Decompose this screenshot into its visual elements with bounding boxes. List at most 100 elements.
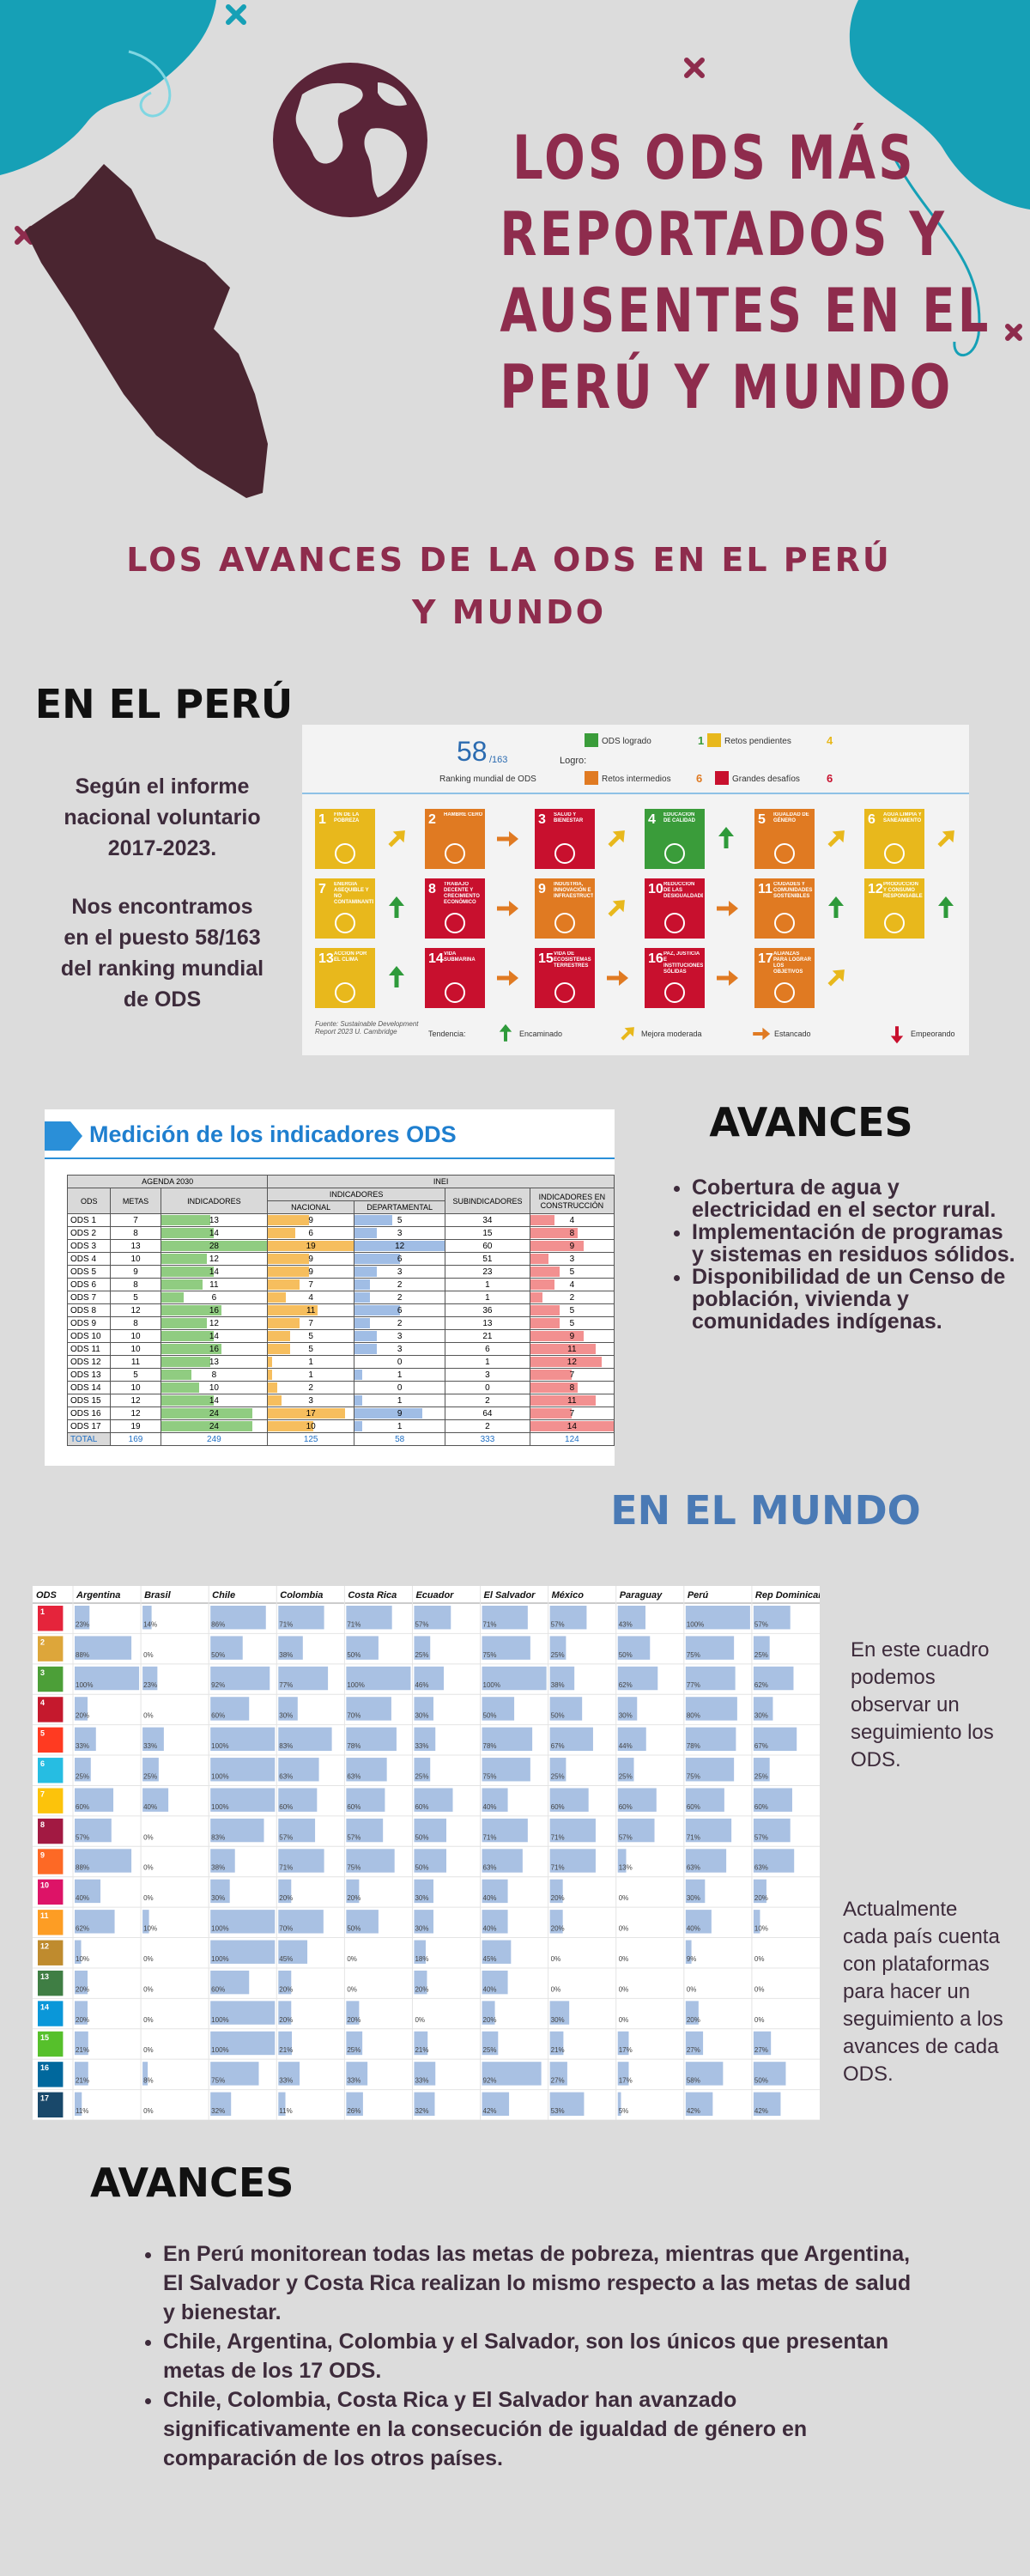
title: LOS ODS MÁS REPORTADOS Y AUSENTES EN EL PER… bbox=[500, 120, 988, 426]
percent-bar bbox=[482, 1606, 528, 1630]
arrow-head bbox=[890, 1036, 904, 1044]
percent-bar bbox=[617, 2031, 629, 2056]
percent-label: 75% bbox=[347, 1864, 360, 1872]
cell-value: 6 bbox=[308, 1228, 313, 1238]
total-value: 58 bbox=[354, 1432, 446, 1446]
percent-bar bbox=[414, 1910, 433, 1934]
goal-tile bbox=[315, 809, 375, 869]
cell-value: 12 bbox=[130, 1305, 141, 1315]
goal-number: 10 bbox=[40, 1881, 49, 1890]
cell-bar bbox=[161, 1267, 215, 1277]
goal-icon bbox=[38, 1636, 64, 1662]
trend-arrow bbox=[717, 901, 738, 916]
arrow-head bbox=[612, 830, 625, 843]
cell: 5 bbox=[354, 1213, 446, 1227]
percent-label: 67% bbox=[754, 1742, 768, 1750]
trend-arrow bbox=[607, 970, 628, 986]
percent-label: 0% bbox=[754, 1955, 765, 1963]
arrow-head bbox=[392, 830, 405, 843]
indicators-title: Medición de los indicadores ODS bbox=[89, 1121, 457, 1147]
cell-value: 2 bbox=[569, 1292, 575, 1303]
cell-bar bbox=[354, 1215, 392, 1225]
goal-name: HAMBRE CERO bbox=[444, 812, 483, 817]
column-header: México bbox=[552, 1590, 585, 1601]
percent-label: 33% bbox=[143, 1742, 157, 1750]
goal-name: FIN DE LA POBREZA bbox=[334, 812, 360, 823]
percent-bar bbox=[685, 1666, 736, 1691]
cell: 5 bbox=[110, 1368, 161, 1382]
percent-label: 46% bbox=[415, 1681, 428, 1689]
arrow-shaft bbox=[937, 835, 950, 848]
percent-label: 100% bbox=[211, 1742, 228, 1750]
goal-icon bbox=[38, 1940, 64, 1965]
goal-number: 16 bbox=[648, 951, 663, 966]
percent-bar bbox=[346, 1818, 384, 1843]
percent-bar bbox=[753, 1788, 792, 1812]
percent-label: 57% bbox=[551, 1620, 565, 1628]
arrow-head bbox=[509, 831, 518, 847]
goal-icon bbox=[38, 2001, 64, 2026]
percent-label: 38% bbox=[279, 1651, 293, 1659]
row-label: ODS 13 bbox=[66, 1368, 112, 1382]
total-value: 169 bbox=[110, 1432, 161, 1446]
cell: 2 bbox=[354, 1278, 446, 1291]
percent-label: 83% bbox=[211, 1833, 225, 1841]
cell-value: 7 bbox=[133, 1215, 138, 1225]
cell-value: 6 bbox=[397, 1305, 403, 1315]
cell: 13 bbox=[160, 1355, 269, 1369]
percent-label: 40% bbox=[143, 1803, 157, 1811]
cell: 2 bbox=[445, 1419, 530, 1433]
percent-label: 60% bbox=[211, 1712, 225, 1720]
cell-value: 36 bbox=[482, 1305, 493, 1315]
cell: 1 bbox=[354, 1368, 446, 1382]
percent-bar bbox=[549, 2031, 564, 2056]
cell: 14 bbox=[160, 1265, 269, 1279]
cell-value: 14 bbox=[566, 1421, 577, 1431]
cell-value: 1 bbox=[397, 1370, 403, 1380]
percent-label: 21% bbox=[551, 2046, 565, 2054]
cell: 7 bbox=[529, 1406, 615, 1420]
percent-bar bbox=[346, 1788, 385, 1812]
percent-label: 0% bbox=[347, 1985, 357, 1993]
cell-bar bbox=[530, 1228, 579, 1238]
goal-icon bbox=[445, 982, 465, 1003]
percent-bar bbox=[685, 1606, 750, 1630]
cell: 6 bbox=[267, 1226, 355, 1240]
cell-bar bbox=[268, 1305, 318, 1315]
cell: 15 bbox=[445, 1226, 530, 1240]
table-row: ODS 6 8 11 7 2 1 4 bbox=[66, 1278, 615, 1291]
percent-label: 63% bbox=[279, 1772, 293, 1780]
goal-name: CIUDADES Y COMUNIDADES SOSTENIBLES bbox=[773, 882, 813, 899]
cell-value: 10 bbox=[130, 1382, 141, 1393]
trend-arrow bbox=[937, 830, 954, 848]
row-label: ODS 3 bbox=[66, 1239, 112, 1253]
title-arrow bbox=[45, 1121, 82, 1151]
percent-bar bbox=[278, 2031, 293, 2056]
percent-bar bbox=[278, 1666, 329, 1691]
cell-value: 51 bbox=[482, 1254, 493, 1264]
percent-label: 60% bbox=[551, 1803, 565, 1811]
percent-bar bbox=[142, 2062, 148, 2086]
percent-bar bbox=[414, 2031, 428, 2056]
percent-bar bbox=[210, 1940, 276, 1964]
goal-number: 7 bbox=[318, 882, 326, 896]
ranking-text: Nos encontramos en el puesto 58/163 del … bbox=[60, 895, 264, 1012]
section-heading: AVANCES bbox=[709, 1099, 913, 1145]
cell: 3 bbox=[354, 1226, 446, 1240]
goal-name-box: REDUCCIÓN DE LAS DESIGUALDADES bbox=[663, 882, 703, 899]
title-line: PERÚ Y MUNDO bbox=[500, 352, 954, 422]
source-box: Fuente: Sustainable Development Report 2… bbox=[315, 1020, 419, 1036]
cell-bar bbox=[530, 1331, 585, 1341]
percent-bar bbox=[549, 1849, 596, 1873]
goal-name-box: TRABAJO DECENTE Y CRECIMIENTO ECONÓMICO bbox=[444, 882, 480, 905]
cell: 5 bbox=[529, 1265, 615, 1279]
cell-bar bbox=[268, 1421, 313, 1431]
arrow-head bbox=[828, 896, 844, 906]
goal-icon bbox=[664, 982, 685, 1003]
total-row: TOTAL 169 249 125 58 333 124 bbox=[66, 1432, 615, 1446]
cell: 0 bbox=[354, 1355, 446, 1369]
sub-header: INDICADORES bbox=[267, 1188, 446, 1201]
cross-mark bbox=[226, 4, 246, 25]
cell: 12 bbox=[354, 1239, 446, 1253]
